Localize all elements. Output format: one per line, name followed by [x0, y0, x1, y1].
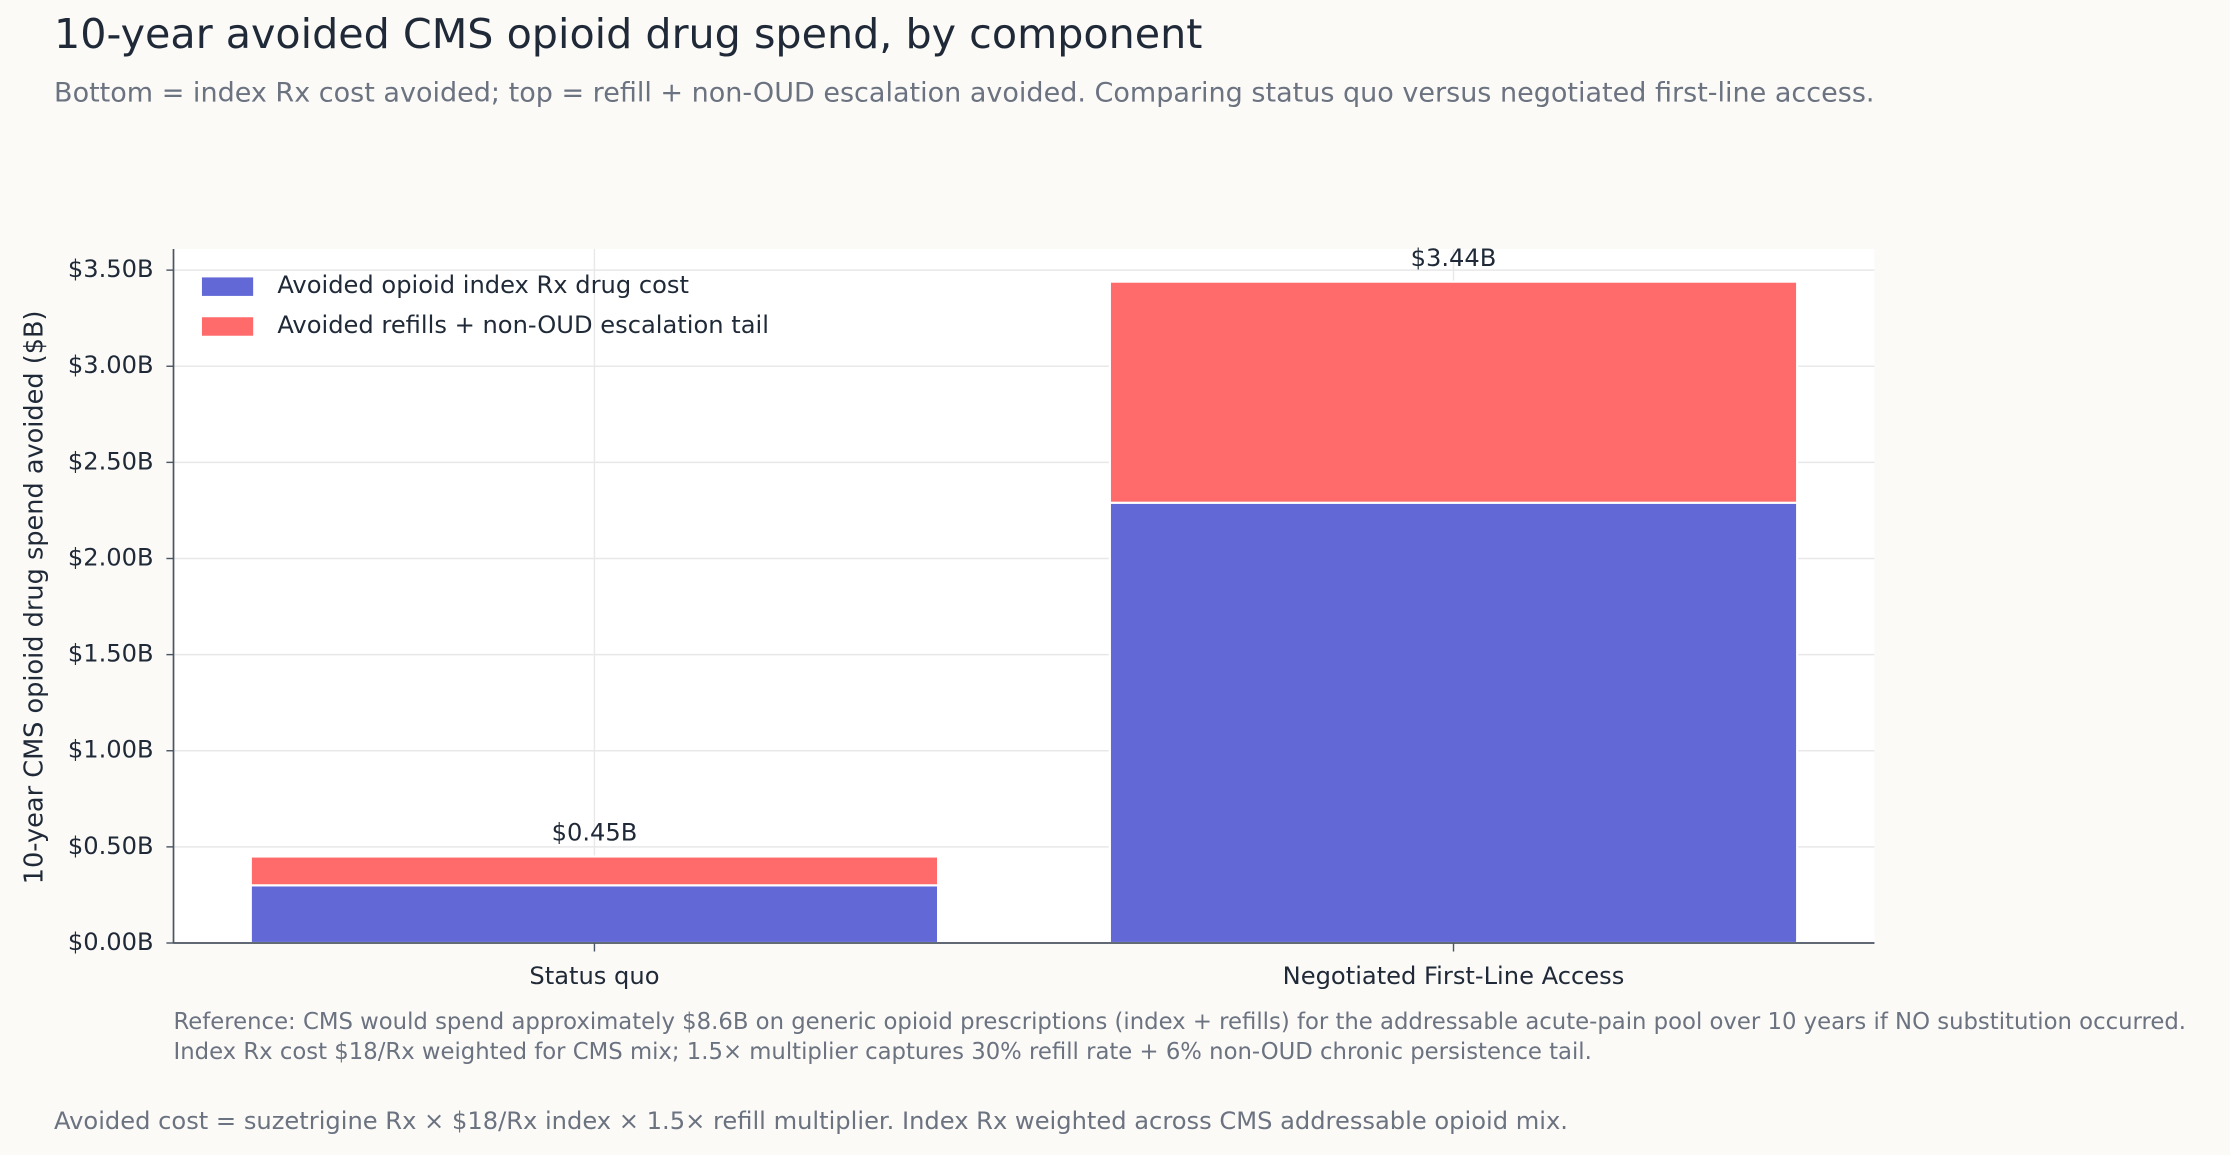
- legend-swatch: [201, 277, 254, 296]
- bar-segment: [1108, 280, 1799, 504]
- y-tick-label: $3.50B: [68, 255, 154, 283]
- note: Index Rx cost $18/Rx weighted for CMS mi…: [174, 1039, 1592, 1065]
- footnote: Avoided cost = suzetrigine Rx × $18/Rx i…: [54, 1107, 1568, 1135]
- chart-title: 10-year avoided CMS opioid drug spend, b…: [54, 10, 1202, 58]
- y-tick-label: $1.50B: [68, 640, 154, 668]
- bar-segment: [249, 855, 940, 887]
- x-tick-label: Status quo: [529, 962, 659, 990]
- y-tick-label: $2.00B: [68, 543, 154, 571]
- y-tick-label: $0.50B: [68, 832, 154, 860]
- x-tick-label: Negotiated First-Line Access: [1283, 962, 1625, 990]
- note: Reference: CMS would spend approximately…: [174, 1009, 2186, 1035]
- y-tick-label: $1.00B: [68, 736, 154, 764]
- bar-segment: [249, 884, 940, 945]
- total-label: $3.44B: [1411, 244, 1497, 272]
- y-tick-label: $0.00B: [68, 928, 154, 956]
- y-tick-label: $3.00B: [68, 351, 154, 379]
- legend-label: Avoided refills + non-OUD escalation tai…: [277, 311, 769, 339]
- bar-segment: [1108, 501, 1799, 945]
- y-tick-label: $2.50B: [68, 447, 154, 475]
- total-label: $0.45B: [552, 819, 638, 847]
- legend-swatch: [201, 317, 254, 336]
- legend-label: Avoided opioid index Rx drug cost: [277, 271, 689, 299]
- chart-subtitle: Bottom = index Rx cost avoided; top = re…: [54, 77, 1874, 108]
- y-axis-label: 10-year CMS opioid drug spend avoided ($…: [20, 310, 50, 884]
